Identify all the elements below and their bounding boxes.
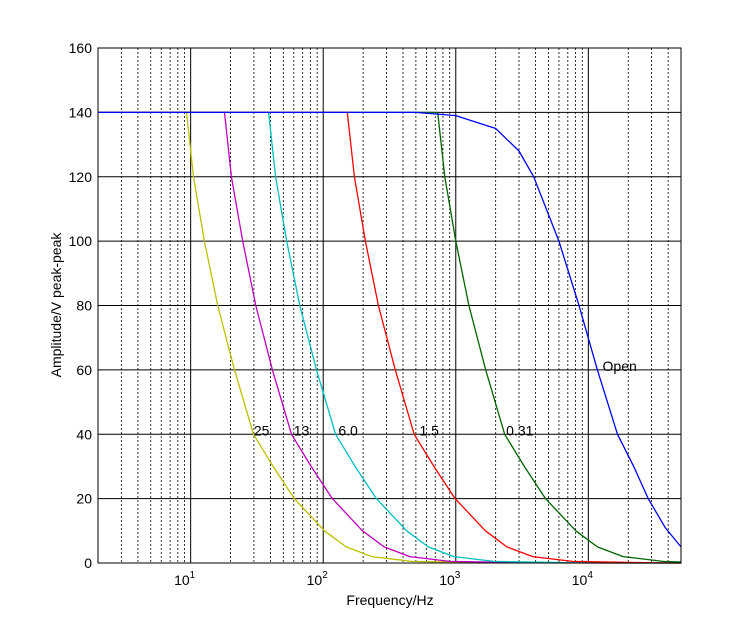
x-tick-label: 101	[174, 570, 196, 588]
x-tick-label: 102	[307, 570, 329, 588]
annotations: 25 13 6.0 1.5 0.31 Open	[254, 358, 637, 438]
y-tick-label: 80	[76, 298, 92, 314]
series-line-6.0	[98, 111, 682, 564]
series-lines	[98, 111, 682, 564]
plot-frame	[97, 47, 682, 564]
x-tick-label: 103	[439, 570, 461, 588]
x-tick-label: 104	[572, 570, 594, 588]
y-tick-label: 0	[84, 555, 92, 571]
series-line-1.5	[98, 111, 682, 564]
x-tick-exponent: 2	[322, 570, 328, 581]
y-tick-label: 160	[69, 40, 93, 56]
y-tick-label: 40	[76, 426, 92, 442]
x-tick-exponent: 1	[190, 570, 196, 581]
curve-label: 13	[294, 422, 310, 438]
y-tick-label: 140	[69, 104, 93, 120]
y-tick-label: 20	[76, 491, 92, 507]
x-tick-base: 10	[307, 572, 323, 588]
curve-label: 0.31	[506, 422, 533, 438]
x-tick-base: 10	[174, 572, 190, 588]
curve-label: 25	[254, 422, 270, 438]
curve-label: Open	[603, 358, 637, 374]
x-axis-label: Frequency/Hz	[346, 592, 433, 608]
y-axis-label: Amplitude/V peak-peak	[48, 232, 64, 378]
x-tick-exponent: 3	[455, 570, 461, 581]
curve-label: 6.0	[338, 422, 358, 438]
y-tick-label: 100	[69, 233, 93, 249]
series-line-0.31	[98, 111, 682, 563]
x-tick-base: 10	[439, 572, 455, 588]
y-tick-label: 60	[76, 362, 92, 378]
y-tick-label: 120	[69, 169, 93, 185]
grid	[98, 47, 681, 564]
x-tick-base: 10	[572, 572, 588, 588]
series-line-25	[98, 111, 682, 564]
series-line-Open	[98, 111, 682, 548]
x-tick-exponent: 4	[587, 570, 593, 581]
curve-label: 1.5	[419, 422, 439, 438]
series-line-13	[98, 111, 682, 564]
